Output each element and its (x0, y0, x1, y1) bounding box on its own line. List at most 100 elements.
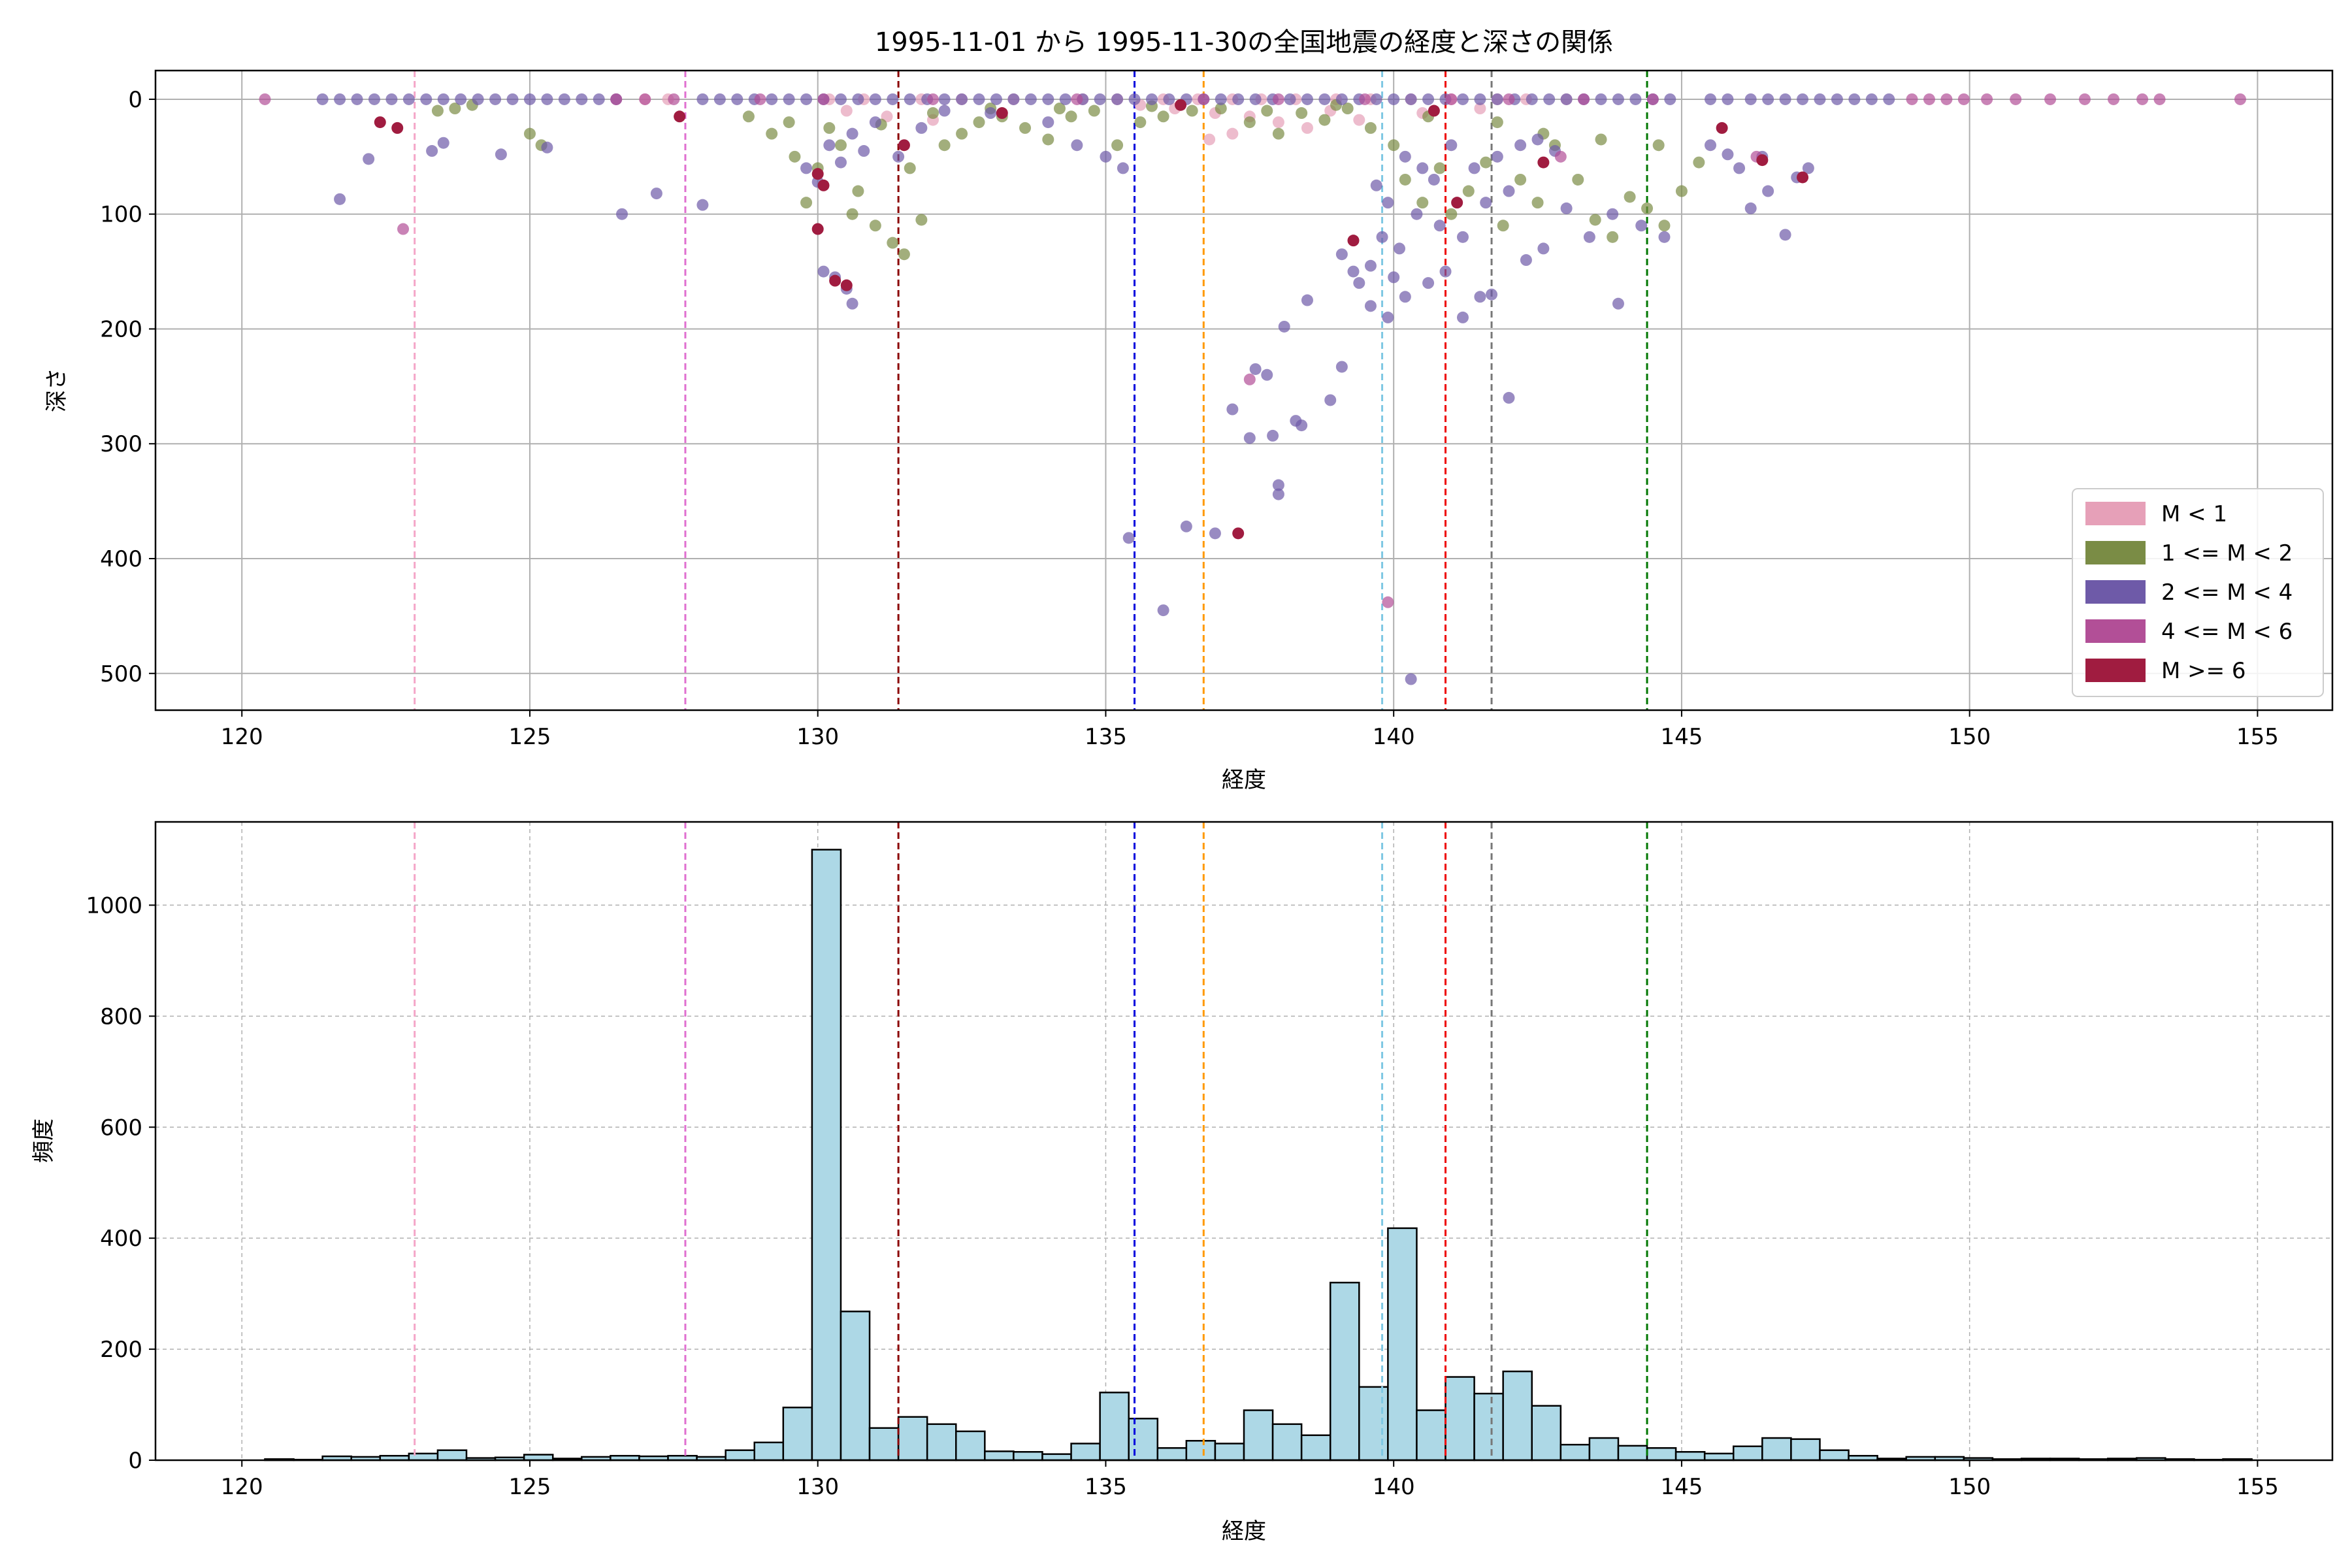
scatter-point (1024, 93, 1037, 105)
histogram-x-tick-label: 120 (221, 1474, 263, 1500)
scatter-point (1284, 93, 1296, 105)
histogram-bar (782, 1407, 813, 1462)
scatter-point (1411, 208, 1423, 220)
scatter-point (1957, 93, 1970, 105)
scatter-point (593, 93, 605, 105)
legend-label: 1 <= M < 2 (2161, 540, 2293, 566)
scatter-point (1071, 139, 1083, 152)
scatter-point (1353, 277, 1365, 289)
scatter-point (1451, 197, 1463, 209)
scatter-plot-frame (154, 69, 2334, 711)
scatter-point (1531, 197, 1544, 209)
scatter-point (1762, 93, 1774, 105)
scatter-point (1353, 114, 1365, 126)
scatter-point (1399, 291, 1411, 303)
scatter-point (1065, 110, 1077, 123)
histogram-y-tick-label: 600 (100, 1115, 142, 1141)
scatter-point (523, 127, 536, 140)
scatter-point (1491, 116, 1503, 129)
scatter-point (1439, 265, 1452, 278)
scatter-point (1157, 604, 1169, 617)
scatter-point (1226, 127, 1239, 140)
scatter-point (1797, 93, 1809, 105)
scatter-point (1497, 220, 1509, 232)
scatter-point (1865, 93, 1878, 105)
scatter-point (1658, 231, 1671, 243)
scatter-point (1722, 93, 1734, 105)
scatter-point (1128, 93, 1141, 105)
histogram-bar (1271, 1423, 1303, 1462)
scatter-point (576, 93, 588, 105)
scatter-point (1198, 93, 1210, 105)
scatter-point (1456, 93, 1469, 105)
scatter-point (1071, 93, 1083, 105)
histogram-bar (1703, 1452, 1735, 1462)
histogram-bar (1156, 1447, 1188, 1462)
scatter-point (800, 93, 813, 105)
scatter-x-ticks: 120 125 130 135 140 145 150 155 (221, 710, 2279, 750)
scatter-point (1589, 214, 1601, 226)
scatter-point (455, 93, 467, 105)
scatter-point (1232, 527, 1245, 540)
scatter-point (1261, 105, 1273, 117)
histogram-bar (523, 1454, 554, 1462)
scatter-point (558, 93, 570, 105)
scatter-x-tick-label: 155 (2236, 724, 2279, 750)
scatter-point (1405, 673, 1417, 685)
scatter-point (1296, 419, 1308, 432)
scatter-point (852, 93, 864, 105)
scatter-y-tick-label: 500 (100, 661, 142, 687)
scatter-point (397, 223, 410, 235)
scatter-point (915, 214, 928, 226)
histogram-x-tick-label: 145 (1660, 1474, 1703, 1500)
histogram-grid (155, 822, 2332, 1461)
histogram-bar (1358, 1386, 1389, 1462)
scatter-point (1831, 93, 1843, 105)
scatter-point (834, 139, 847, 152)
scatter-point (495, 148, 507, 161)
scatter-point (523, 93, 536, 105)
histogram-bar (1329, 1281, 1360, 1462)
scatter-point (1940, 93, 1953, 105)
legend-label: M >= 6 (2161, 658, 2246, 684)
histogram-y-tick-label: 800 (100, 1004, 142, 1030)
histogram-bar (1674, 1451, 1706, 1462)
scatter-point (1456, 231, 1469, 243)
scatter-point (1981, 93, 1993, 105)
scatter-point (834, 93, 847, 105)
scatter-point (650, 188, 662, 200)
histogram-bar (1761, 1437, 1792, 1462)
histogram-bar (1041, 1453, 1072, 1462)
histogram-bar (1473, 1392, 1504, 1462)
scatter-point (927, 93, 939, 105)
scatter-point (1520, 254, 1532, 267)
scatter-y-tick-label: 200 (100, 316, 142, 342)
legend-box (2072, 488, 2324, 697)
scatter-point (334, 93, 346, 105)
scatter-point (1635, 220, 1648, 232)
scatter-point (1445, 208, 1458, 220)
histogram-bar (1733, 1445, 1763, 1462)
scatter-point (449, 103, 461, 115)
scatter-point (1215, 103, 1227, 115)
scatter-point (938, 93, 951, 105)
scatter-point (1134, 116, 1147, 129)
scatter-legend: M < 1 1 <= M < 2 2 <= M < 4 4 <= M < 6 M >= … (2072, 488, 2324, 697)
scatter-point (1906, 93, 1918, 105)
scatter-point (1779, 93, 1791, 105)
histogram-y-tick-label: 0 (128, 1448, 142, 1474)
scatter-point (1445, 93, 1458, 105)
scatter-point (973, 116, 985, 129)
scatter-point (1675, 185, 1688, 197)
scatter-point (2010, 93, 2022, 105)
scatter-y-tick-label: 400 (100, 546, 142, 572)
scatter-point (823, 139, 836, 152)
scatter-point (1364, 300, 1377, 312)
histogram-bar (811, 849, 842, 1462)
scatter-point (1744, 93, 1757, 105)
scatter-point (1301, 294, 1313, 306)
histogram-bar (1099, 1392, 1130, 1462)
scatter-point (1612, 297, 1624, 310)
scatter-point (1531, 133, 1544, 146)
scatter-point (1923, 93, 1935, 105)
